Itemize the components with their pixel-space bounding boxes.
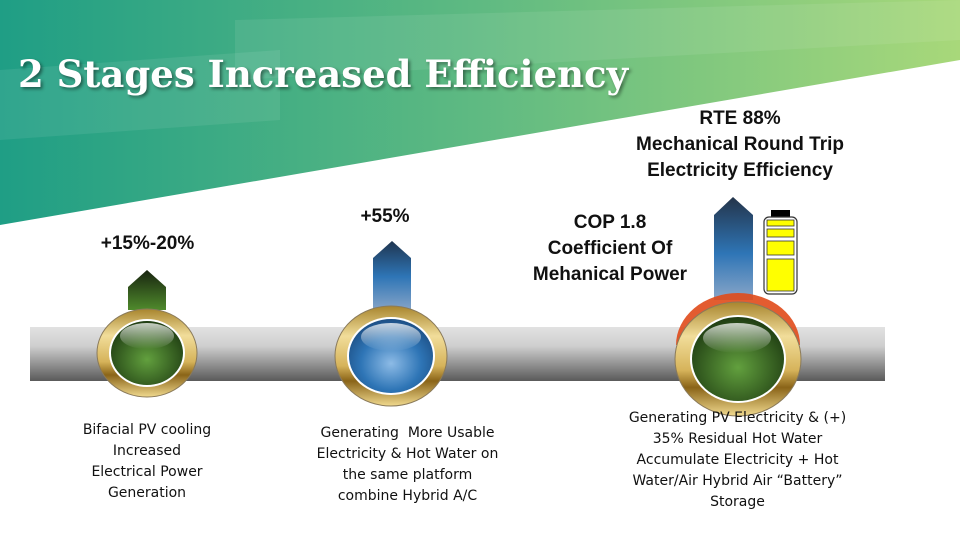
stage-1-marker bbox=[96, 308, 198, 398]
cop-line: Mehanical Power bbox=[532, 264, 688, 285]
stage-3-cop: COP 1.8 Coefficient Of Mehanical Power bbox=[515, 210, 705, 288]
stage-3-value: RTE 88% Mechanical Round Trip Electricit… bbox=[600, 106, 880, 184]
header-overlay bbox=[0, 50, 280, 140]
rte-line: Electricity Efficiency bbox=[647, 160, 833, 181]
stage-1-description: Bifacial PV cooling Increased Electrical… bbox=[57, 420, 237, 504]
desc-line: Accumulate Electricity + Hot bbox=[636, 452, 839, 468]
stage-3-description: Generating PV Electricity & (+) 35% Resi… bbox=[600, 408, 875, 513]
desc-line: Storage bbox=[710, 494, 765, 510]
rte-line: Mechanical Round Trip bbox=[636, 134, 844, 155]
stage-1-value: +15%-20% bbox=[100, 233, 195, 254]
up-arrow-icon bbox=[714, 197, 753, 300]
battery-icon bbox=[763, 210, 798, 295]
desc-line: Generating More Usable bbox=[320, 425, 495, 441]
cop-line: COP 1.8 bbox=[573, 212, 647, 233]
rte-line: RTE 88% bbox=[699, 108, 781, 129]
cop-line: Coefficient Of bbox=[547, 238, 673, 259]
up-arrow-icon bbox=[128, 270, 166, 310]
desc-line: Electricity & Hot Water on bbox=[316, 446, 499, 462]
stage-2-description: Generating More Usable Electricity & Hot… bbox=[290, 423, 525, 507]
desc-line: 35% Residual Hot Water bbox=[652, 431, 823, 447]
desc-line: Generation bbox=[107, 485, 187, 501]
up-arrow-icon bbox=[373, 241, 411, 312]
slide-title: 2 Stages Increased Efficiency bbox=[18, 52, 629, 96]
desc-line: Water/Air Hybrid Air “Battery” bbox=[632, 473, 843, 489]
desc-line: Bifacial PV cooling bbox=[82, 422, 212, 438]
desc-line: combine Hybrid A/C bbox=[337, 488, 478, 504]
header-overlay bbox=[235, 0, 960, 80]
stage-2-marker bbox=[334, 305, 448, 407]
desc-line: Increased bbox=[112, 443, 182, 459]
stage-3-marker bbox=[674, 293, 802, 417]
desc-line: Generating PV Electricity & (+) bbox=[628, 410, 847, 426]
header-band bbox=[0, 0, 960, 225]
desc-line: Electrical Power bbox=[91, 464, 203, 480]
stage-2-value: +55% bbox=[360, 206, 410, 227]
desc-line: the same platform bbox=[342, 467, 473, 483]
